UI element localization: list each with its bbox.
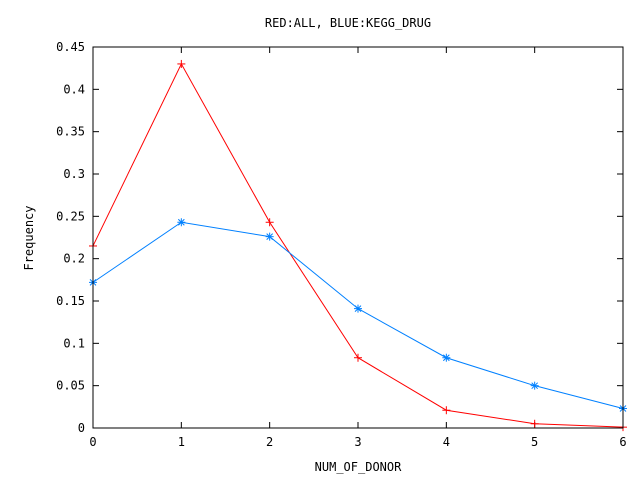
y-tick-label: 0.3 — [63, 167, 85, 181]
x-tick-label: 4 — [443, 435, 450, 449]
data-point — [442, 353, 451, 362]
data-point — [354, 353, 362, 362]
data-point — [177, 218, 186, 227]
y-tick-label: 0.15 — [56, 294, 85, 308]
y-tick-label: 0.35 — [56, 125, 85, 139]
plot-series — [89, 59, 627, 432]
x-tick-label: 1 — [178, 435, 185, 449]
y-tick-label: 0.1 — [63, 336, 85, 350]
chart-title: RED:ALL, BLUE:KEGG_DRUG — [265, 16, 431, 30]
series-line-0 — [92, 62, 624, 428]
data-point — [177, 59, 186, 68]
data-point — [442, 406, 451, 415]
x-tick-label: 0 — [89, 435, 96, 449]
data-point — [265, 232, 274, 241]
y-tick-label: 0.45 — [56, 40, 85, 54]
x-tick-label: 6 — [619, 435, 626, 449]
y-tick-label: 0.2 — [63, 252, 85, 266]
data-point — [530, 381, 539, 390]
y-tick-label: 0.05 — [56, 379, 85, 393]
plot-frame — [92, 46, 624, 429]
data-point — [354, 304, 362, 313]
y-tick-label: 0.25 — [56, 209, 85, 223]
y-tick-label: 0 — [78, 421, 85, 435]
x-tick-label: 3 — [354, 435, 361, 449]
axis-ticks: 0 0.05 0.1 0.15 0.2 0.25 0.3 0.35 0.4 0.45 0 1 2 3 4 5 6 — [56, 40, 627, 449]
y-axis-label: Frequency — [22, 205, 36, 270]
x-axis-label: NUM_OF_DONOR — [315, 460, 402, 474]
data-point — [265, 218, 274, 227]
data-point — [530, 419, 539, 428]
x-tick-label: 2 — [266, 435, 273, 449]
y-tick-label: 0.4 — [63, 82, 85, 96]
series-line-1 — [92, 221, 624, 410]
x-tick-label: 5 — [531, 435, 538, 449]
